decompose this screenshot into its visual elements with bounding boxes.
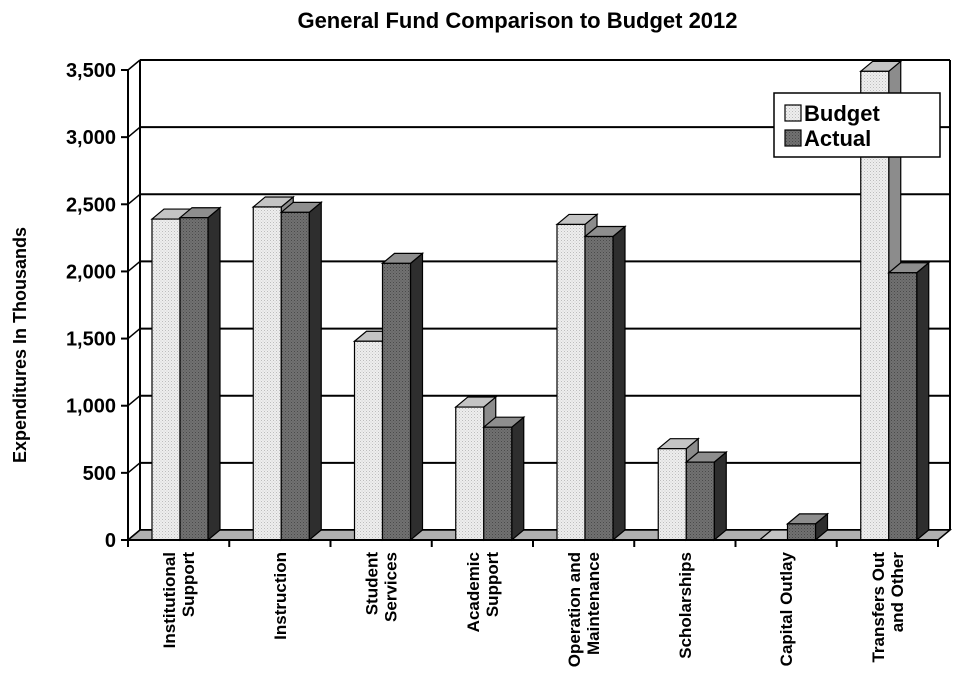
bar-front [584,235,614,541]
bar-side [511,415,525,542]
y-tick-label: 500 [83,463,116,485]
bar-actual [482,415,526,542]
x-category-label-line: Student [363,552,382,616]
x-category-label-line: Scholarships [676,552,695,659]
x-category-label-line: Services [382,552,401,622]
chart-title: General Fund Comparison to Budget 2012 [297,8,738,33]
x-category-labels: InstitutionalSupport Instruction StudentSe… [160,551,907,667]
bar-front [280,211,310,541]
bar-side [916,261,930,542]
x-category-label: Transfers Outand Other [869,552,907,663]
bar-side [713,450,727,542]
bar-side [207,206,221,542]
bar-front [252,206,282,541]
bar-actual [785,512,830,542]
x-category-label-line: and Other [888,552,907,633]
legend-box [773,92,941,158]
bar-actual [279,201,323,542]
bar-front [455,406,485,541]
y-tick-label: 2,500 [66,194,116,216]
y-tick-labels: 0 500 1,000 1,500 2,000 2,500 3,000 3,500 [66,60,116,552]
bar-front [685,461,715,541]
legend-label-actual: Actual [804,126,871,151]
bar-actual [684,450,728,542]
gridline-wall [127,462,141,474]
bar-side [308,201,322,542]
x-category-label-line: Transfers Out [869,552,888,663]
x-category-label: StudentServices [363,552,401,622]
y-axis-title: Expenditures In Thousands [10,227,30,463]
x-category-label: Operation andMaintenance [565,552,603,667]
chart-floor [125,529,953,541]
x-category-label-line: Support [483,552,502,617]
bar-side [612,225,626,542]
x-category-label-line: Capital Outlay [777,551,796,666]
y-tick-label: 0 [105,530,116,552]
x-category-label: Scholarships [676,552,695,659]
y-tick-label: 1,000 [66,396,116,418]
legend-swatch-actual [784,129,802,147]
legend-swatch-budget [784,104,802,122]
bar-front [179,217,209,541]
x-category-label-line: Maintenance [584,552,603,655]
gridline-wall [127,59,141,71]
x-category-label: AcademicSupport [464,552,502,633]
gridline-wall [127,327,141,340]
gridline-wall [127,260,141,273]
x-category-label: InstitutionalSupport [160,552,198,649]
x-category-label-line: Academic [464,552,483,632]
y-tick-label: 2,000 [66,261,116,283]
gridline-wall [127,395,141,407]
bars [150,60,931,542]
bar-front [151,218,181,541]
x-category-label-line: Support [179,552,198,617]
x-category-label-line: Institutional [160,552,179,648]
bar-front [786,523,817,541]
x-category-label: Capital Outlay [777,551,796,666]
bar-front [353,340,384,541]
bar-actual [583,225,627,542]
bar-front [888,272,918,541]
x-category-label-line: Operation and [565,552,584,667]
bar-front [381,262,412,541]
y-tick-label: 1,500 [66,329,116,351]
x-category-label: Instruction [271,552,290,640]
y-tick-label: 3,500 [66,60,116,82]
floor-plane [125,529,953,541]
bar-actual [380,252,425,542]
legend-label-budget: Budget [804,101,880,126]
bar-side [409,252,424,542]
gridline-wall [127,193,141,205]
axes [121,69,939,547]
bar-actual [178,206,222,542]
gridline-wall [127,126,141,138]
bar-actual [887,261,931,542]
bar-front [556,223,586,541]
bar-front [483,426,513,541]
bar-front [657,448,687,541]
x-category-label-line: Instruction [271,552,290,640]
y-tick-label: 3,000 [66,127,116,149]
